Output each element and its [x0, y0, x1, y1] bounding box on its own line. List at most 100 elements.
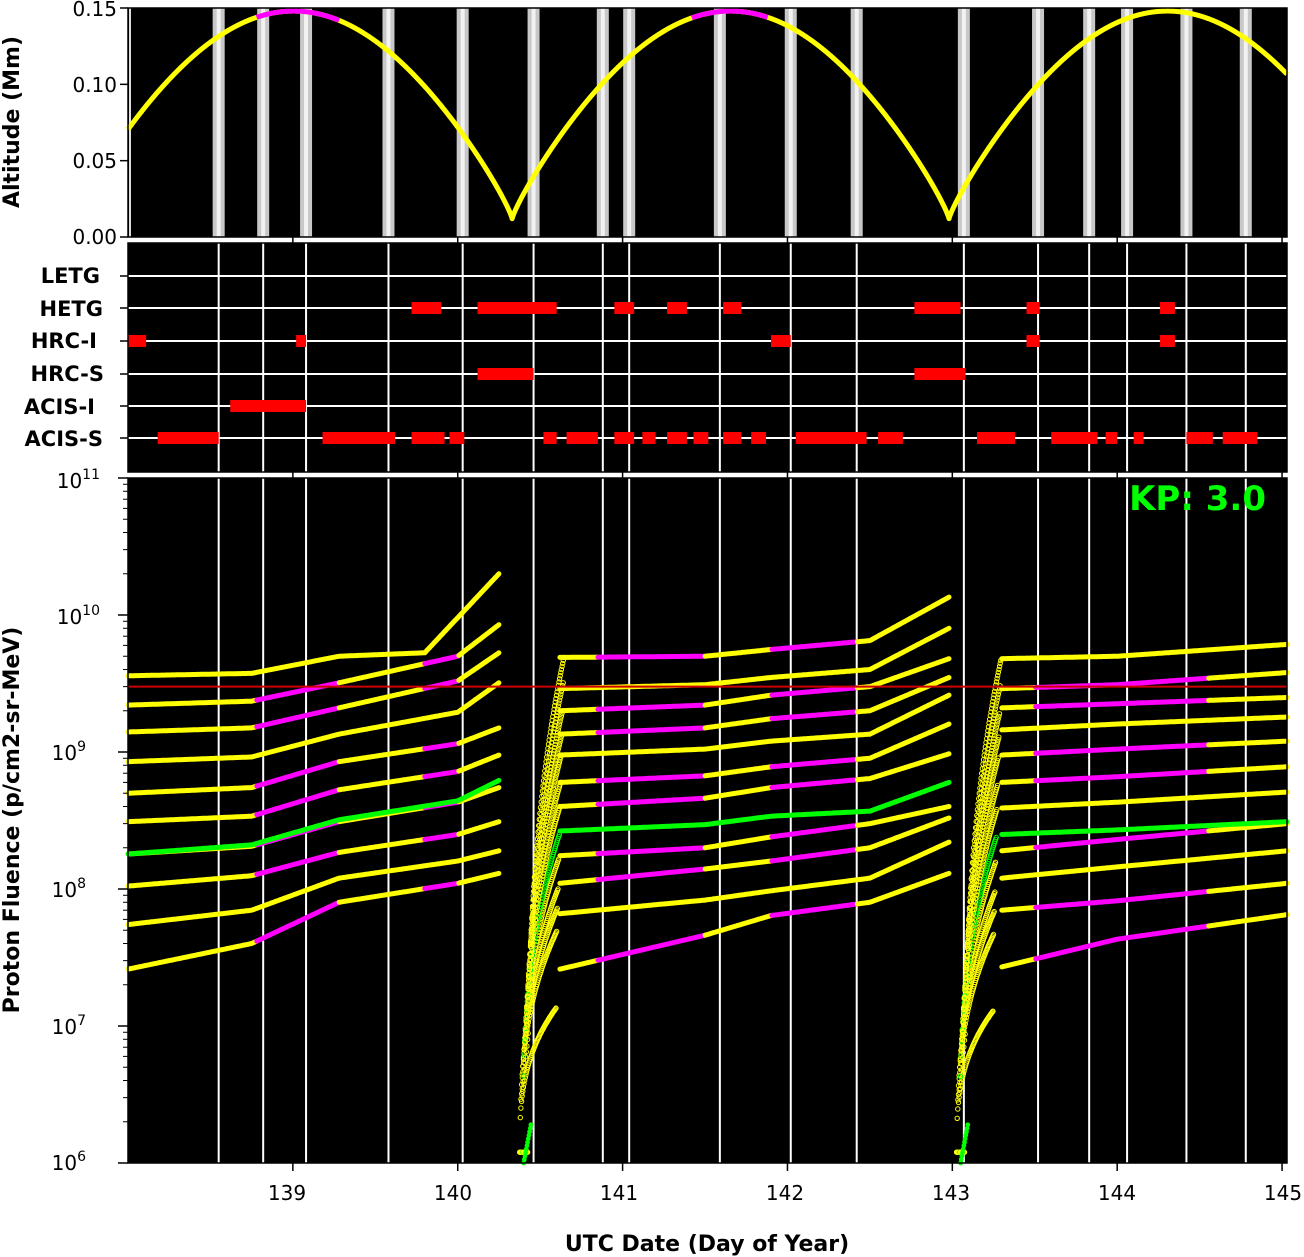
- recovery-point: [555, 706, 561, 712]
- recovery-point: [993, 727, 999, 733]
- recovery-point: [976, 912, 983, 919]
- recovery-point: [985, 724, 992, 730]
- recovery-point: [533, 957, 540, 963]
- recovery-point: [987, 735, 993, 741]
- recovery-point: [959, 1061, 965, 1067]
- recovery-point: [559, 708, 566, 714]
- recovery-point: [529, 903, 536, 909]
- recovery-point: [977, 892, 983, 899]
- recovery-point: [955, 1106, 961, 1112]
- recovery-point: [968, 885, 974, 891]
- tick-base: 10: [52, 878, 77, 902]
- recovery-point: [986, 813, 993, 819]
- recovery-point: [533, 858, 539, 865]
- recovery-point: [551, 803, 558, 809]
- recovery-point: [973, 830, 979, 836]
- recovery-point: [976, 895, 983, 901]
- recovery-point: [981, 803, 987, 810]
- radiation-band-core: [961, 8, 966, 237]
- fluence-series-line: [456, 650, 502, 683]
- recovery-point: [962, 1006, 968, 1013]
- recovery-point: [970, 962, 976, 968]
- fluence-series-line: [456, 752, 502, 774]
- instrument-interval: [477, 368, 534, 380]
- recovery-point: [990, 798, 996, 804]
- recovery-point: [991, 908, 997, 915]
- recovery-point: [550, 754, 556, 760]
- xtick-label: 140: [434, 1181, 472, 1205]
- recovery-point: [550, 751, 557, 757]
- fluence-series-line: [125, 680, 502, 765]
- fluence-series-line: [125, 697, 260, 708]
- radiation-band-core: [1184, 8, 1189, 237]
- instrument-interval: [723, 432, 742, 444]
- recovery-point: [986, 760, 992, 766]
- recovery-point: [991, 692, 997, 698]
- fluence-series-line: [254, 705, 342, 730]
- recovery-point: [967, 894, 973, 901]
- recovery-point: [528, 930, 534, 936]
- fluence-series-line: [595, 725, 708, 735]
- recovery-point: [539, 788, 546, 794]
- recovery-point: [531, 896, 537, 903]
- recovery-point: [991, 796, 997, 802]
- fluence-series-line: [125, 871, 260, 889]
- recovery-point: [991, 769, 998, 776]
- instrument-interval: [1051, 432, 1098, 444]
- recovery-point: [961, 1037, 968, 1043]
- recovery-point: [527, 956, 533, 962]
- instrument-interval: [1222, 432, 1258, 444]
- recovery-point: [963, 964, 969, 971]
- tick-exponent: 10: [82, 603, 100, 619]
- recovery-point: [961, 1015, 968, 1021]
- recovery-point: [521, 1066, 527, 1072]
- fluence-series-line: [125, 938, 260, 972]
- recovery-point: [541, 905, 547, 911]
- xtick-label: 145: [1264, 1181, 1302, 1205]
- recovery-point: [544, 835, 550, 841]
- recovery-point: [530, 910, 536, 916]
- recovery-point: [981, 853, 988, 859]
- recovery-point: [539, 793, 545, 800]
- instrument-interval: [128, 335, 147, 347]
- fluence-series-line: [1033, 888, 1212, 910]
- altitude-highlight: [690, 8, 769, 21]
- recovery-point: [553, 928, 560, 935]
- recovery-point: [556, 724, 562, 730]
- recovery-point: [551, 722, 558, 728]
- fluence-series-line: [702, 912, 775, 938]
- recovery-point: [977, 785, 983, 791]
- fluence-series-line: [769, 685, 860, 698]
- recovery-point: [983, 753, 990, 759]
- recovery-point: [991, 772, 997, 778]
- fluence-series-line: [1206, 764, 1290, 774]
- recovery-point: [972, 831, 978, 837]
- fluence-series-line: [999, 848, 1290, 881]
- recovery-point: [989, 801, 996, 807]
- recovery-point: [965, 934, 971, 940]
- recovery-point: [983, 757, 989, 763]
- recovery-point: [553, 772, 559, 778]
- recovery-point: [994, 784, 1000, 791]
- recovery-point: [526, 961, 532, 967]
- altitude-frame: [127, 7, 1288, 238]
- recovery-point: [555, 856, 562, 862]
- recovery-point: [984, 770, 990, 776]
- recovery-point: [994, 721, 1000, 728]
- recovery-point: [550, 729, 557, 735]
- recovery-point: [966, 908, 973, 914]
- recovery-point: [555, 788, 561, 795]
- recovery-point: [522, 1043, 528, 1050]
- recovery-point: [996, 663, 1003, 670]
- radiation-band-core: [600, 8, 605, 237]
- recovery-point: [960, 1020, 966, 1026]
- fluence-series-line: [999, 904, 1039, 913]
- radiation-band-core: [1036, 8, 1041, 237]
- tick-exponent: 11: [82, 467, 100, 483]
- fluence-series-line: [254, 849, 342, 877]
- recovery-point: [548, 781, 554, 787]
- recovery-point: [560, 657, 566, 664]
- recovery-point: [547, 767, 553, 773]
- recovery-point: [558, 666, 565, 673]
- instrument-label-hrc-i: HRC-I: [31, 329, 97, 353]
